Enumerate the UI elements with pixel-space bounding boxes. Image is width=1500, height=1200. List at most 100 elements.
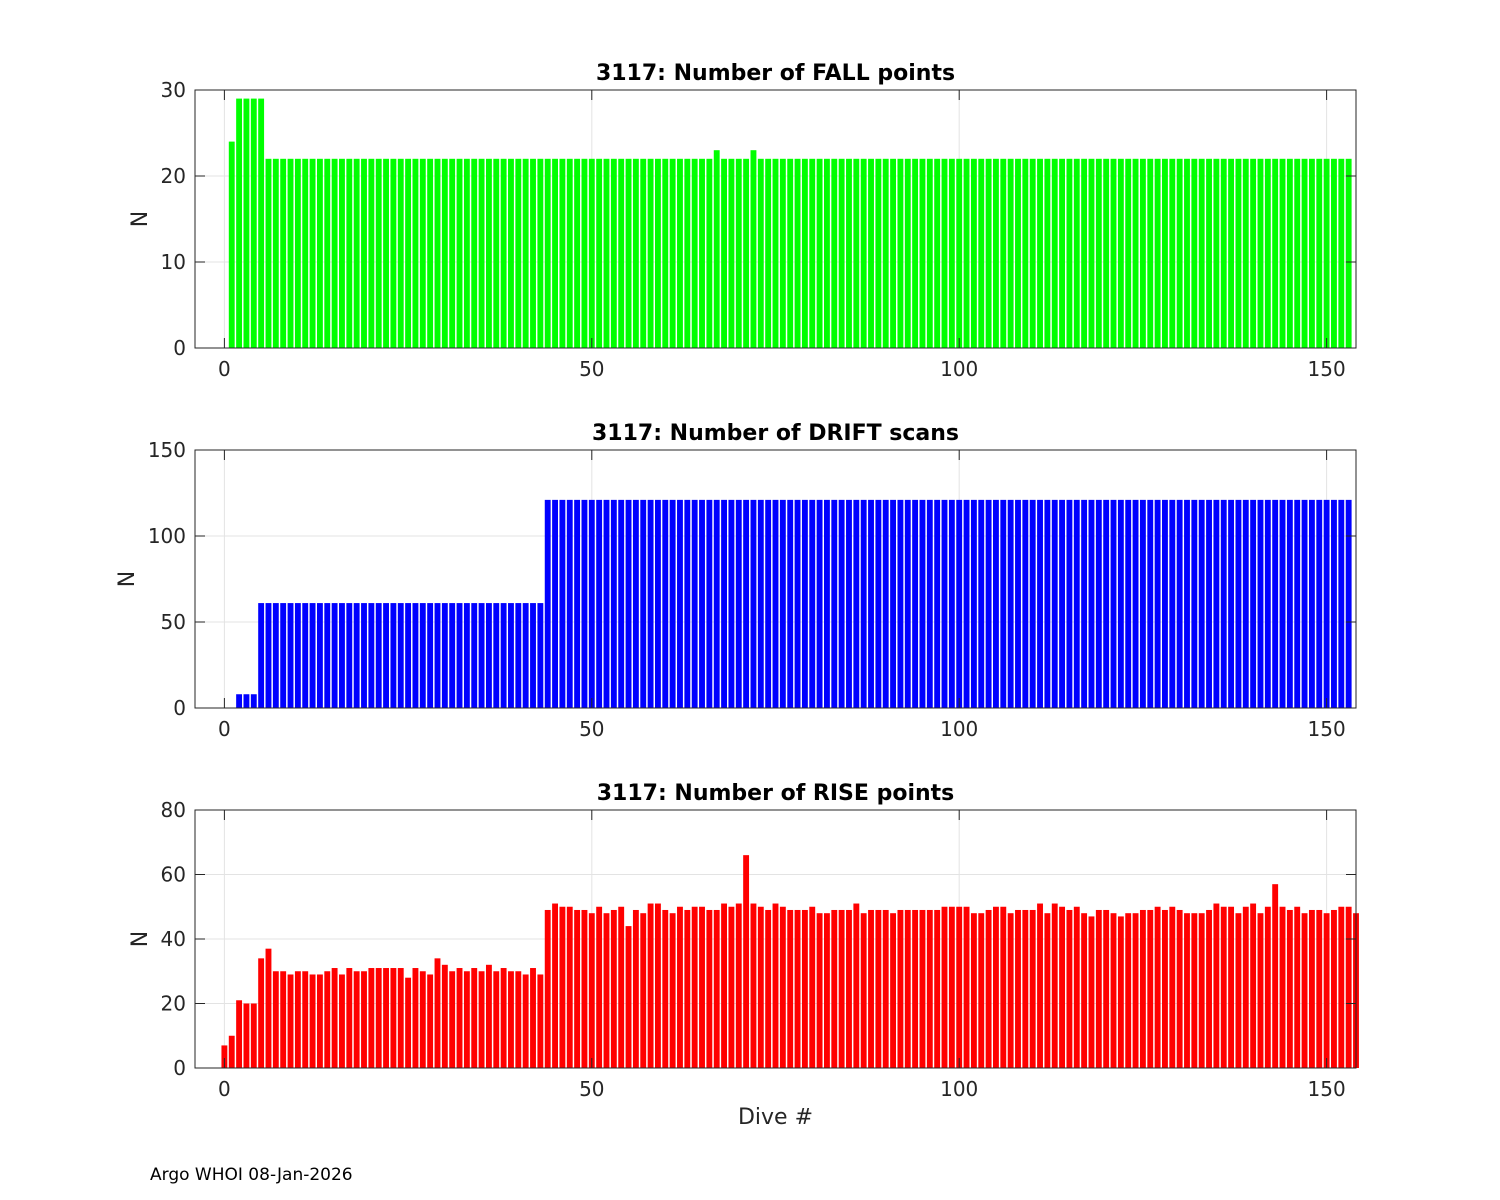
bar [618,499,625,708]
bar [1250,903,1257,1068]
bar [1220,499,1227,708]
bar [258,98,265,348]
bar [1206,499,1212,708]
bar [691,499,698,708]
bar [1228,158,1235,348]
x-tick-label: 150 [1308,717,1346,741]
bar [948,906,955,1068]
bar [1220,158,1227,348]
bar [735,158,742,348]
bar [963,158,970,348]
x-tick-label: 0 [218,357,231,381]
bar [1169,158,1176,348]
x-tick-label: 50 [579,1077,604,1101]
bar [331,603,338,708]
bar [1154,158,1161,348]
bar [1051,158,1058,348]
bar [1095,499,1102,708]
bar [853,158,860,348]
bar [1059,158,1066,348]
bar [677,499,683,708]
bar [684,499,691,708]
bar [632,909,639,1068]
bar [236,1000,243,1068]
bar [823,499,830,708]
bar [331,968,338,1068]
bar [1125,913,1132,1068]
bar [508,971,514,1068]
bar [868,499,874,708]
bar [1088,916,1095,1068]
bar [258,958,265,1068]
bar [1323,499,1330,708]
bar [662,499,669,708]
bar [427,158,434,348]
bar [1000,158,1007,348]
bar [743,855,750,1068]
bar [1235,913,1242,1068]
bar [339,974,345,1068]
bar [537,158,544,348]
bar [1191,158,1198,348]
bar [831,499,838,708]
bar [735,499,742,708]
x-axis-label: Dive # [738,1105,813,1130]
bar [1139,158,1146,348]
y-tick-label: 40 [161,927,186,951]
bar [956,158,963,348]
y-axis-label: N [128,211,153,227]
bar [941,906,948,1068]
bar [1162,909,1168,1068]
bar [846,158,852,348]
bar [383,968,389,1068]
bar [1264,158,1271,348]
bar [441,964,448,1068]
bar [728,158,735,348]
bar [1191,499,1198,708]
bar [405,977,412,1068]
bar [1139,909,1146,1068]
bar [1184,499,1190,708]
y-tick-label: 50 [161,610,186,634]
bar [441,158,448,348]
bar [963,499,970,708]
bar [581,909,588,1068]
bar [1242,158,1249,348]
bar [684,158,691,348]
bar [706,909,713,1068]
bar [779,499,786,708]
bar [897,909,904,1068]
bar [1095,158,1102,348]
bar [508,603,514,708]
bar [265,948,272,1068]
y-tick-label: 60 [161,863,186,887]
bar [596,906,603,1068]
bar [537,974,544,1068]
bar [941,158,948,348]
bar [552,499,558,708]
bar [934,499,941,708]
bar [1220,906,1227,1068]
bar [1037,903,1043,1068]
bar [309,974,316,1068]
bar [309,158,316,348]
bar [853,903,860,1068]
bar [434,158,441,348]
bar [1242,499,1249,708]
bar [243,694,250,708]
bar [809,158,816,348]
x-tick-label: 150 [1308,1077,1346,1101]
bar [934,158,941,348]
bar [993,906,999,1068]
bar [1169,499,1176,708]
bar [419,158,426,348]
bar [1059,906,1066,1068]
bar [706,499,713,708]
bar [750,150,757,348]
bar [1081,913,1088,1068]
bar [1162,158,1168,348]
bar [574,499,581,708]
bar [654,903,661,1068]
bar [1338,499,1345,708]
bar [1125,158,1132,348]
